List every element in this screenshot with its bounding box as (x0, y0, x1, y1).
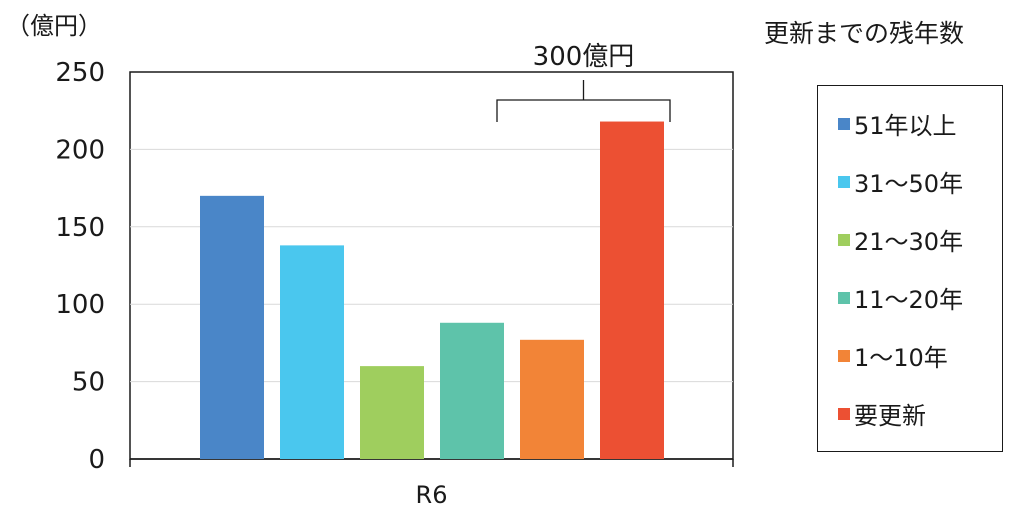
legend-label: 11～20年 (854, 286, 964, 314)
legend: 51年以上 31～50年 21～30年 11～20年 1～10年要更新 (817, 85, 1003, 452)
bar-5 (520, 339, 584, 459)
legend-swatch (838, 117, 850, 130)
bar-2 (280, 245, 344, 459)
y-tick-label: 100 (55, 290, 105, 320)
annotation-label: 300億円 (533, 42, 635, 72)
legend-swatch (838, 175, 850, 188)
bar-3 (360, 366, 424, 459)
legend-label: 51年以上 (854, 112, 957, 140)
legend-swatch (838, 233, 850, 246)
bar-4 (440, 322, 504, 459)
x-tick-label: R6 (416, 481, 448, 509)
legend-item: 1～10年 (838, 338, 948, 373)
legend-label: 21～30年 (854, 228, 964, 256)
legend-swatch (838, 407, 850, 420)
legend-item: 11～20年 (838, 280, 963, 315)
y-tick-label: 200 (55, 135, 105, 165)
legend-label: 1～10年 (854, 344, 948, 372)
y-tick-label: 250 (55, 58, 105, 88)
y-tick-label: 150 (55, 213, 105, 243)
legend-item: 51年以上 (838, 106, 957, 141)
annotation-bracket (496, 99, 671, 122)
bar-1 (200, 195, 264, 459)
legend-item: 31～50年 (838, 164, 963, 199)
legend-swatch (838, 349, 850, 362)
y-tick-label: 0 (88, 445, 105, 475)
legend-item: 21～30年 (838, 222, 963, 257)
bar-6 (600, 121, 664, 459)
legend-label: 要更新 (854, 402, 926, 430)
y-axis-unit-label: （億円） (6, 12, 102, 40)
y-tick-label: 50 (72, 368, 105, 398)
legend-title: 更新までの残年数 (764, 19, 965, 48)
legend-swatch (838, 291, 850, 304)
legend-label: 31～50年 (854, 170, 964, 198)
legend-item: 要更新 (838, 396, 926, 431)
